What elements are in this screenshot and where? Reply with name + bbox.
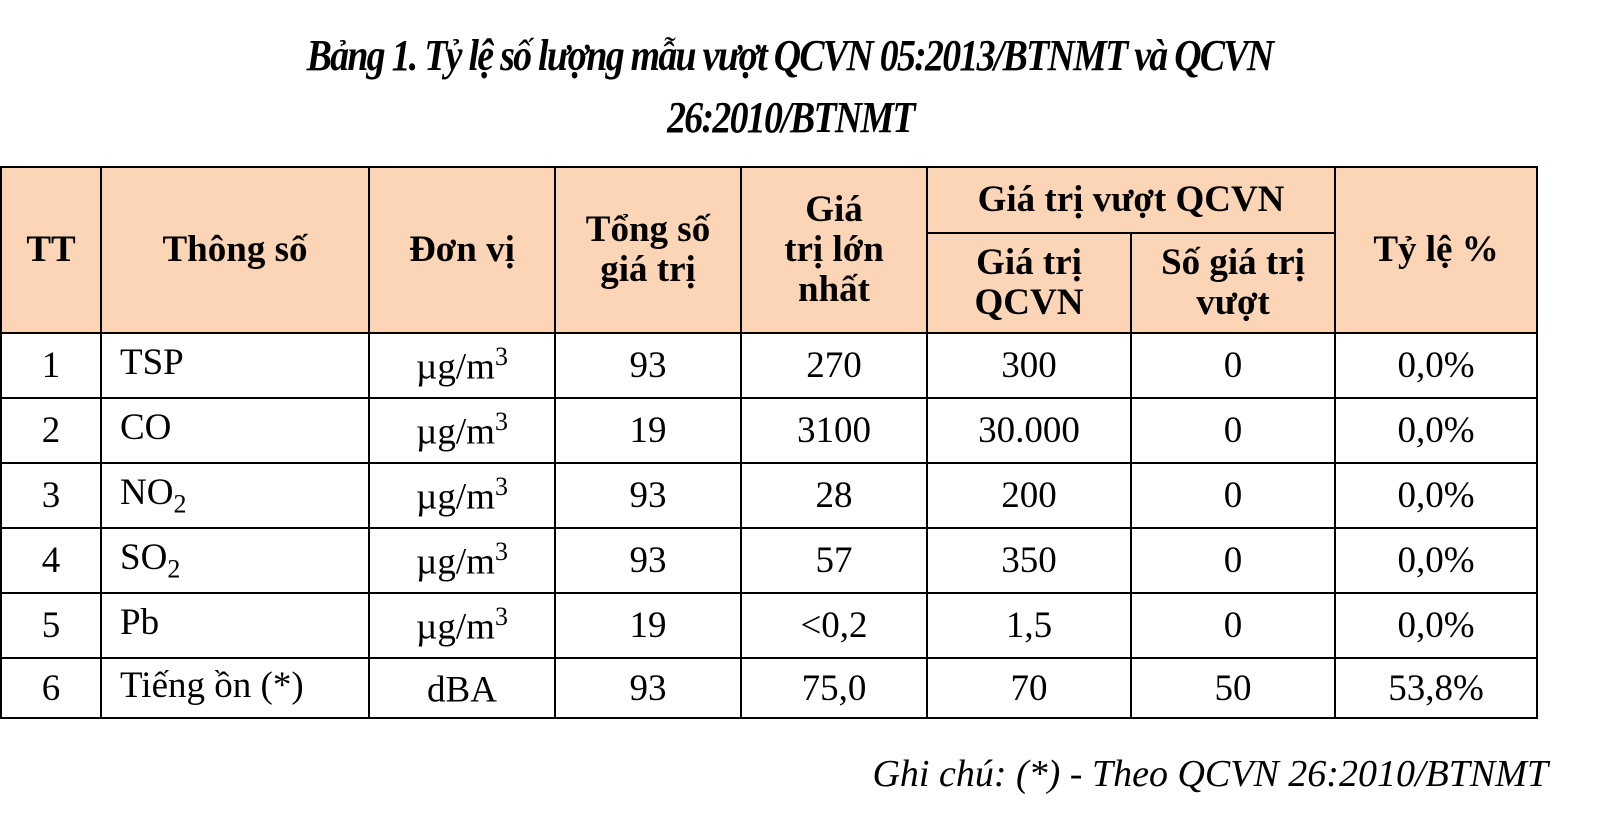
- header-qcvn-value: Giá trị QCVN: [926, 232, 1132, 334]
- cell-unit: µg/m3: [368, 397, 556, 464]
- unit-text: µg/m: [416, 541, 495, 583]
- cell-total: 93: [554, 462, 742, 529]
- cell-exceed: 50: [1129, 657, 1337, 719]
- param-name: SO: [120, 537, 168, 579]
- cell-qcvn: 300: [926, 332, 1132, 399]
- cell-qcvn: 200: [926, 462, 1132, 529]
- unit-text: dBA: [427, 669, 497, 711]
- unit-superscript: 3: [494, 472, 508, 502]
- cell-ratio: 0,0%: [1334, 332, 1539, 399]
- cell-tt: 5: [0, 592, 102, 659]
- cell-param: Pb: [100, 592, 370, 659]
- cell-qcvn: 1,5: [926, 592, 1132, 659]
- cell-unit: µg/m3: [368, 592, 556, 659]
- param-name: NO: [120, 472, 174, 514]
- cell-ratio: 0,0%: [1334, 462, 1539, 529]
- cell-tt: 2: [0, 397, 102, 464]
- cell-total: 19: [554, 592, 742, 659]
- table-row: 3 NO2 µg/m3 93 28 200 0 0,0%: [0, 462, 1539, 529]
- cell-total: 93: [554, 657, 742, 719]
- cell-param: Tiếng ồn (*): [100, 657, 370, 719]
- param-name: Pb: [120, 602, 160, 644]
- caption-text: 26:2010/BTNMT: [666, 93, 915, 142]
- header-ratio: Tỷ lệ %: [1334, 166, 1539, 334]
- cell-qcvn: 350: [926, 527, 1132, 594]
- unit-text: µg/m: [416, 346, 495, 388]
- param-subscript: 2: [173, 489, 187, 519]
- param-subscript: 2: [167, 554, 181, 584]
- cell-tt: 3: [0, 462, 102, 529]
- cell-exceed: 0: [1129, 332, 1337, 399]
- cell-unit: µg/m3: [368, 332, 556, 399]
- cell-ratio: 0,0%: [1334, 527, 1539, 594]
- param-name: Tiếng ồn (*): [120, 664, 304, 706]
- cell-ratio: 0,0%: [1334, 592, 1539, 659]
- unit-superscript: 3: [494, 602, 508, 632]
- cell-qcvn: 30.000: [926, 397, 1132, 464]
- cell-max: 3100: [740, 397, 928, 464]
- cell-tt: 4: [0, 527, 102, 594]
- cell-ratio: 53,8%: [1334, 657, 1539, 719]
- param-name: CO: [120, 407, 172, 449]
- caption-text: Bảng 1. Tỷ lệ số lượng mẫu vượt QCVN 05:…: [307, 31, 1275, 80]
- table-row: 1 TSP µg/m3 93 270 300 0 0,0%: [0, 332, 1539, 399]
- cell-max: 28: [740, 462, 928, 529]
- table-row: 2 CO µg/m3 19 3100 30.000 0 0,0%: [0, 397, 1539, 464]
- table-row: 6 Tiếng ồn (*) dBA 93 75,0 70 50 53,8%: [0, 657, 1539, 719]
- header-total: Tổng số giá trị: [554, 166, 742, 334]
- cell-max: 270: [740, 332, 928, 399]
- cell-exceed: 0: [1129, 397, 1337, 464]
- cell-total: 93: [554, 527, 742, 594]
- cell-unit: dBA: [368, 657, 556, 719]
- cell-exceed: 0: [1129, 527, 1337, 594]
- cell-exceed: 0: [1129, 592, 1337, 659]
- unit-superscript: 3: [494, 407, 508, 437]
- header-max: Giá trị lớn nhất: [740, 166, 928, 334]
- header-unit: Đơn vị: [368, 166, 556, 334]
- cell-tt: 1: [0, 332, 102, 399]
- table-note: Ghi chú: (*) - Theo QCVN 26:2010/BTNMT: [872, 753, 1548, 795]
- table-row: 4 SO2 µg/m3 93 57 350 0 0,0%: [0, 527, 1539, 594]
- unit-superscript: 3: [494, 342, 508, 372]
- header-param: Thông số: [100, 166, 370, 334]
- cell-param: SO2: [100, 527, 370, 594]
- unit-text: µg/m: [416, 476, 495, 518]
- unit-superscript: 3: [494, 537, 508, 567]
- cell-unit: µg/m3: [368, 462, 556, 529]
- unit-text: µg/m: [416, 606, 495, 648]
- cell-ratio: 0,0%: [1334, 397, 1539, 464]
- cell-param: CO: [100, 397, 370, 464]
- data-table: TT Thông số Đơn vị Tổng số giá trị Giá t…: [0, 166, 1539, 719]
- cell-param: NO2: [100, 462, 370, 529]
- cell-tt: 6: [0, 657, 102, 719]
- unit-text: µg/m: [416, 411, 495, 453]
- cell-param: TSP: [100, 332, 370, 399]
- table-caption-line1: Bảng 1. Tỷ lệ số lượng mẫu vượt QCVN 05:…: [0, 30, 1580, 81]
- cell-max: 57: [740, 527, 928, 594]
- header-tt: TT: [0, 166, 102, 334]
- cell-total: 19: [554, 397, 742, 464]
- header-exceed-count: Số giá trị vượt: [1129, 232, 1337, 334]
- cell-total: 93: [554, 332, 742, 399]
- table-caption-line2: 26:2010/BTNMT: [0, 92, 1580, 143]
- cell-qcvn: 70: [926, 657, 1132, 719]
- table-row: 5 Pb µg/m3 19 <0,2 1,5 0 0,0%: [0, 592, 1539, 659]
- cell-max: 75,0: [740, 657, 928, 719]
- cell-unit: µg/m3: [368, 527, 556, 594]
- header-exceed-group: Giá trị vượt QCVN: [925, 166, 1337, 234]
- cell-exceed: 0: [1129, 462, 1337, 529]
- cell-max: <0,2: [740, 592, 928, 659]
- param-name: TSP: [120, 342, 184, 384]
